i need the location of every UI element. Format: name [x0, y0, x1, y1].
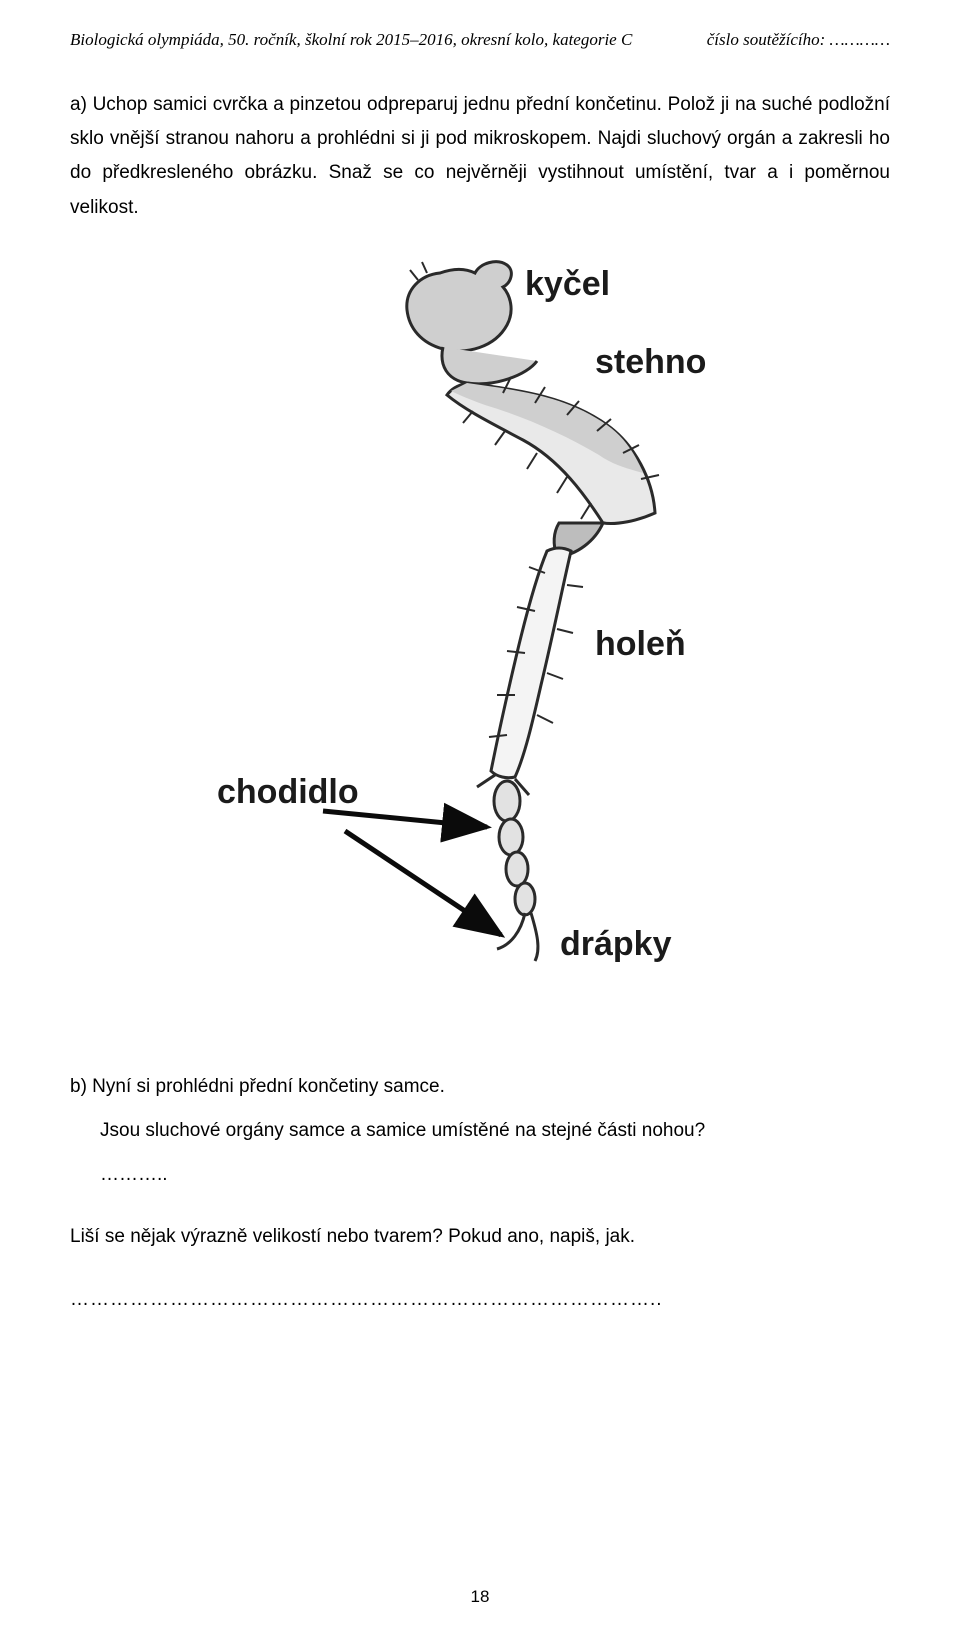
spacer — [70, 1202, 890, 1220]
leg-claws — [497, 913, 538, 961]
task-b-line2: Jsou sluchové orgány samce a samice umís… — [70, 1114, 890, 1148]
leg-tarsus — [494, 781, 535, 915]
header-right: číslo soutěžícího: ………… — [707, 30, 890, 50]
header-left: Biologická olympiáda, 50. ročník, školní… — [70, 30, 632, 50]
leg-tibia — [477, 548, 583, 795]
arrow-tarsus — [323, 811, 487, 827]
task-a-text: a) Uchop samici cvrčka a pinzetou odprep… — [70, 88, 890, 225]
header-right-label: číslo soutěžícího: — [707, 30, 826, 49]
leg-joint-1 — [442, 347, 537, 384]
task-b-dots2: …………………………………………………………………………….. — [70, 1285, 890, 1315]
spacer-2 — [70, 1265, 890, 1285]
task-b-dots1: ……….. — [70, 1158, 890, 1192]
page-header: Biologická olympiáda, 50. ročník, školní… — [70, 30, 890, 50]
arrow-claws — [345, 831, 501, 935]
leg-coxa — [407, 261, 512, 350]
task-b-line3: Liší se nějak výrazně velikostí nebo tva… — [70, 1220, 890, 1254]
figure-wrap: kyčel stehno holeň chodidlo drápky — [70, 255, 890, 1000]
leg-femur — [447, 377, 659, 524]
header-right-dots: ………… — [830, 30, 890, 49]
task-b-line1: b) Nyní si prohlédni přední končetiny sa… — [70, 1070, 890, 1104]
label-femur: stehno — [595, 343, 706, 381]
page-number: 18 — [0, 1587, 960, 1607]
label-tarsus: chodidlo — [217, 773, 359, 811]
label-coxa: kyčel — [525, 265, 610, 303]
label-claws: drápky — [560, 925, 672, 963]
label-tibia: holeň — [595, 625, 686, 663]
leg-diagram: kyčel stehno holeň chodidlo drápky — [215, 255, 745, 995]
page: Biologická olympiáda, 50. ročník, školní… — [0, 0, 960, 1629]
